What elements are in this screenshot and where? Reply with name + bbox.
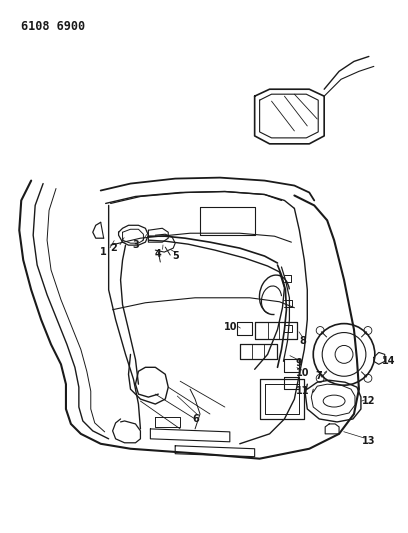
Text: 4: 4 bbox=[155, 249, 162, 259]
Text: 2: 2 bbox=[110, 243, 117, 253]
Text: 3: 3 bbox=[132, 240, 139, 250]
Text: 6: 6 bbox=[193, 414, 200, 424]
Text: 11: 11 bbox=[295, 386, 309, 396]
Text: 6108 6900: 6108 6900 bbox=[21, 20, 85, 33]
Text: 7: 7 bbox=[316, 372, 323, 381]
Text: 13: 13 bbox=[362, 436, 376, 446]
Text: 12: 12 bbox=[362, 396, 376, 406]
Text: 10: 10 bbox=[295, 368, 309, 378]
Text: 9: 9 bbox=[296, 358, 303, 368]
Text: 10: 10 bbox=[224, 321, 237, 332]
Text: 14: 14 bbox=[382, 357, 395, 366]
Text: 1: 1 bbox=[100, 247, 107, 257]
Text: 5: 5 bbox=[172, 251, 179, 261]
Text: 8: 8 bbox=[299, 336, 306, 346]
